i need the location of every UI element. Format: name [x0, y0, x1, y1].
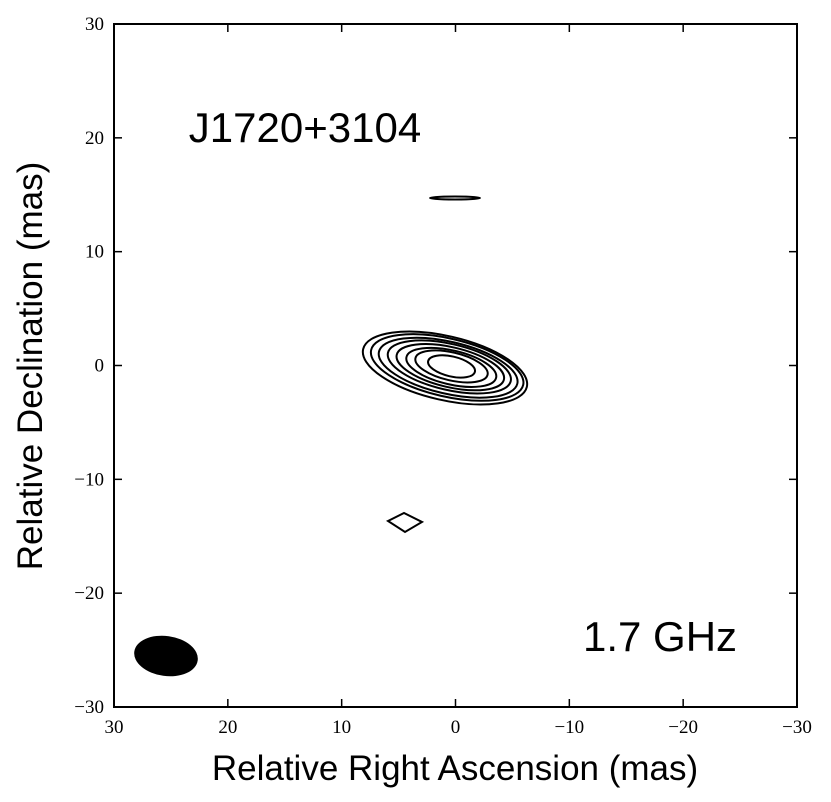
contours	[134, 195, 529, 677]
contour	[395, 343, 506, 392]
y-tick-label: 0	[95, 356, 105, 377]
x-tick-label: 30	[105, 717, 124, 738]
x-tick-label: 10	[332, 717, 351, 738]
contour	[427, 354, 477, 379]
y-tick-label: −20	[74, 583, 104, 604]
contour	[414, 349, 489, 384]
annotation: J1720+3104	[189, 104, 421, 151]
contour	[377, 336, 519, 399]
contour	[386, 339, 512, 395]
x-tick-label: 20	[218, 717, 237, 738]
x-axis-label: Relative Right Ascension (mas)	[212, 749, 698, 788]
y-tick-label: −10	[74, 469, 104, 490]
y-tick-label: 20	[85, 128, 104, 149]
y-tick-label: −30	[74, 697, 104, 718]
x-tick-label: −10	[554, 717, 584, 738]
contour	[429, 195, 481, 201]
x-tick-label: 0	[451, 717, 461, 738]
contour	[385, 511, 425, 534]
contour	[369, 333, 525, 402]
y-tick-label: 30	[85, 14, 104, 35]
contour	[405, 346, 498, 388]
x-tick-label: −20	[668, 717, 698, 738]
annotation: 1.7 GHz	[583, 613, 737, 660]
x-tick-label: −30	[782, 717, 812, 738]
contour	[361, 330, 529, 406]
beam	[134, 635, 198, 677]
y-axis-label: Relative Declination (mas)	[11, 162, 50, 570]
y-tick-label: 10	[85, 242, 104, 263]
